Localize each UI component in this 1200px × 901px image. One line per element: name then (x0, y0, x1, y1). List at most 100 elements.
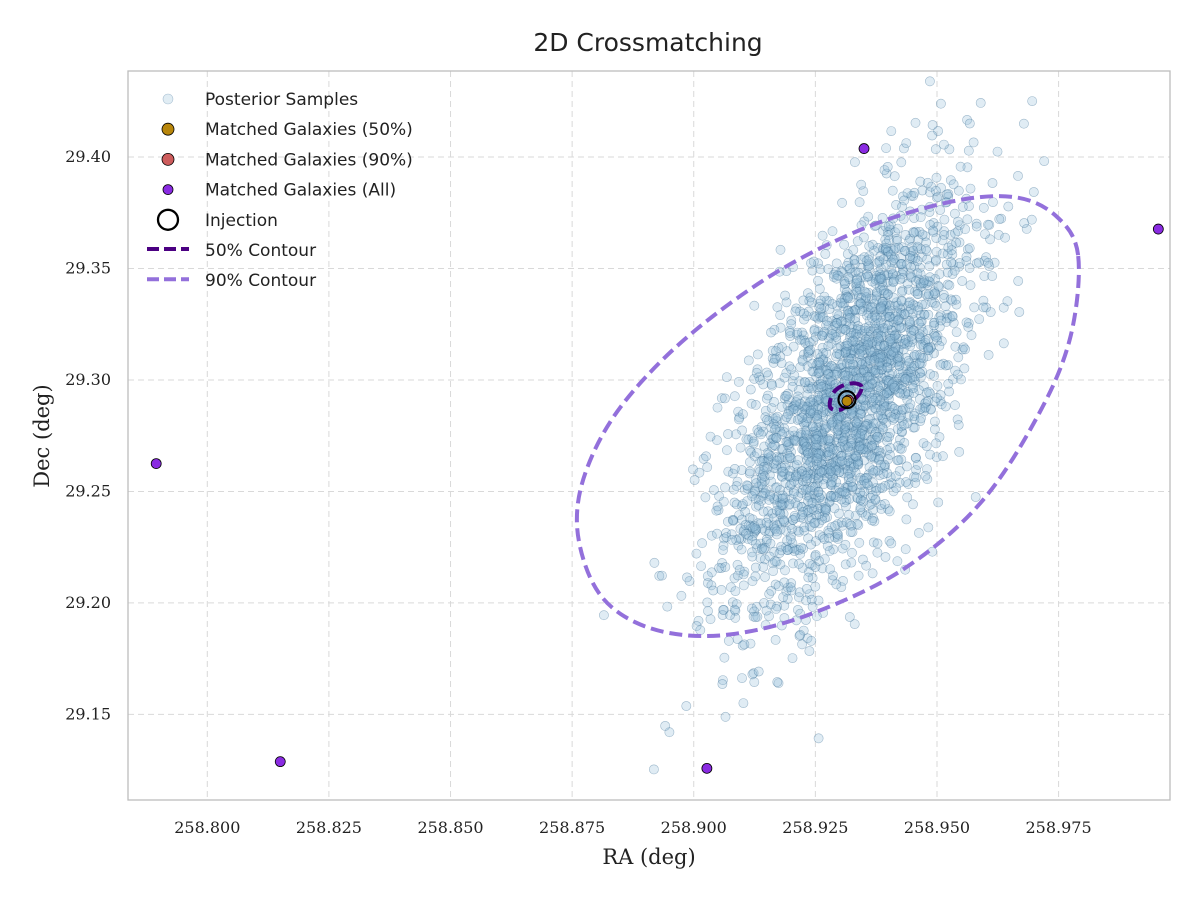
posterior-sample-point (748, 438, 759, 449)
posterior-sample-point (876, 365, 887, 375)
posterior-sample-point (794, 631, 805, 641)
posterior-sample-point (817, 364, 828, 375)
posterior-sample-point (863, 287, 874, 298)
posterior-sample-point (823, 434, 833, 445)
grid (128, 71, 1170, 800)
posterior-sample-point (775, 351, 786, 362)
posterior-sample-point (799, 409, 809, 420)
posterior-sample-point (764, 528, 775, 539)
posterior-sample-point (916, 316, 927, 327)
posterior-sample-point (859, 232, 869, 243)
posterior-sample-point (877, 277, 888, 288)
posterior-sample-point (716, 563, 727, 573)
posterior-sample-point (837, 298, 848, 309)
posterior-sample-point (875, 357, 886, 367)
posterior-sample-point (836, 266, 847, 276)
posterior-sample-point (866, 293, 877, 304)
posterior-sample-point (1002, 296, 1013, 307)
posterior-sample-point (848, 366, 859, 376)
posterior-sample-point (912, 256, 923, 266)
posterior-sample-point (806, 405, 816, 416)
posterior-sample-point (859, 252, 870, 263)
posterior-sample-point (839, 487, 849, 497)
posterior-sample-point (872, 538, 883, 549)
posterior-sample-point (869, 440, 879, 450)
posterior-sample-point (851, 423, 862, 434)
posterior-sample-point (705, 614, 716, 625)
posterior-sample-point (837, 456, 847, 466)
posterior-sample-point (775, 507, 785, 517)
posterior-sample-point (871, 435, 881, 446)
posterior-sample-point (915, 372, 926, 383)
posterior-sample-point (921, 387, 932, 398)
posterior-sample-point (771, 416, 782, 426)
posterior-sample-point (817, 230, 828, 241)
posterior-sample-point (930, 288, 941, 299)
posterior-sample-point (905, 250, 916, 261)
posterior-sample-point (836, 488, 847, 498)
posterior-sample-point (838, 432, 849, 443)
posterior-sample-point (793, 545, 804, 555)
posterior-sample-point (804, 296, 815, 306)
posterior-sample-point (903, 284, 914, 295)
posterior-sample-point (766, 476, 777, 487)
posterior-sample-point (796, 487, 806, 498)
posterior-sample-point (836, 450, 847, 461)
posterior-sample-point (817, 496, 828, 507)
posterior-sample-point (857, 405, 868, 416)
posterior-sample-point (745, 638, 756, 649)
posterior-sample-point (840, 539, 851, 550)
posterior-sample-point (882, 362, 893, 373)
posterior-sample-point (772, 455, 782, 466)
posterior-sample-point (750, 399, 761, 410)
posterior-sample-point (752, 543, 762, 554)
posterior-sample-point (747, 433, 757, 443)
posterior-sample-point (870, 278, 881, 289)
posterior-sample-point (761, 537, 772, 547)
matched-galaxy-50 (841, 395, 853, 407)
posterior-sample-point (798, 513, 808, 524)
posterior-sample-point (876, 263, 886, 274)
posterior-sample-point (853, 412, 863, 423)
posterior-sample-point (816, 459, 827, 470)
posterior-sample-point (813, 487, 824, 497)
posterior-sample-point (800, 425, 811, 436)
posterior-sample-point (861, 344, 871, 355)
posterior-sample-point (871, 365, 881, 376)
posterior-sample-point (896, 426, 907, 437)
posterior-sample-point (819, 379, 830, 390)
posterior-sample-point (744, 468, 755, 479)
posterior-sample-point (821, 295, 832, 306)
posterior-sample-point (867, 350, 878, 361)
posterior-sample-point (968, 137, 979, 148)
posterior-sample-point (738, 580, 749, 591)
posterior-sample-point (816, 426, 826, 437)
posterior-sample-point (889, 333, 900, 344)
posterior-sample-point (777, 471, 787, 481)
posterior-sample-point (833, 463, 844, 473)
posterior-sample-point (738, 698, 749, 708)
posterior-sample-point (857, 490, 868, 501)
posterior-sample-point (820, 507, 830, 518)
posterior-sample-point (732, 476, 743, 487)
posterior-sample-point (878, 244, 889, 255)
posterior-sample-point (975, 98, 986, 108)
posterior-sample-point (844, 310, 855, 320)
posterior-sample-point (836, 316, 846, 327)
posterior-sample-point (987, 178, 998, 188)
posterior-sample-point (856, 439, 867, 450)
posterior-sample-point (893, 223, 903, 234)
posterior-sample-point (886, 243, 896, 254)
posterior-sample-point (920, 244, 931, 255)
posterior-sample-point (816, 451, 826, 461)
posterior-sample-point (876, 326, 887, 337)
posterior-sample-point (839, 298, 850, 309)
posterior-sample-point (784, 499, 795, 509)
posterior-sample-point (775, 517, 785, 528)
posterior-sample-point (891, 270, 902, 281)
posterior-sample-point (835, 297, 846, 308)
posterior-sample-point (772, 411, 783, 422)
posterior-sample-point (787, 653, 798, 663)
posterior-sample-point (792, 500, 803, 511)
